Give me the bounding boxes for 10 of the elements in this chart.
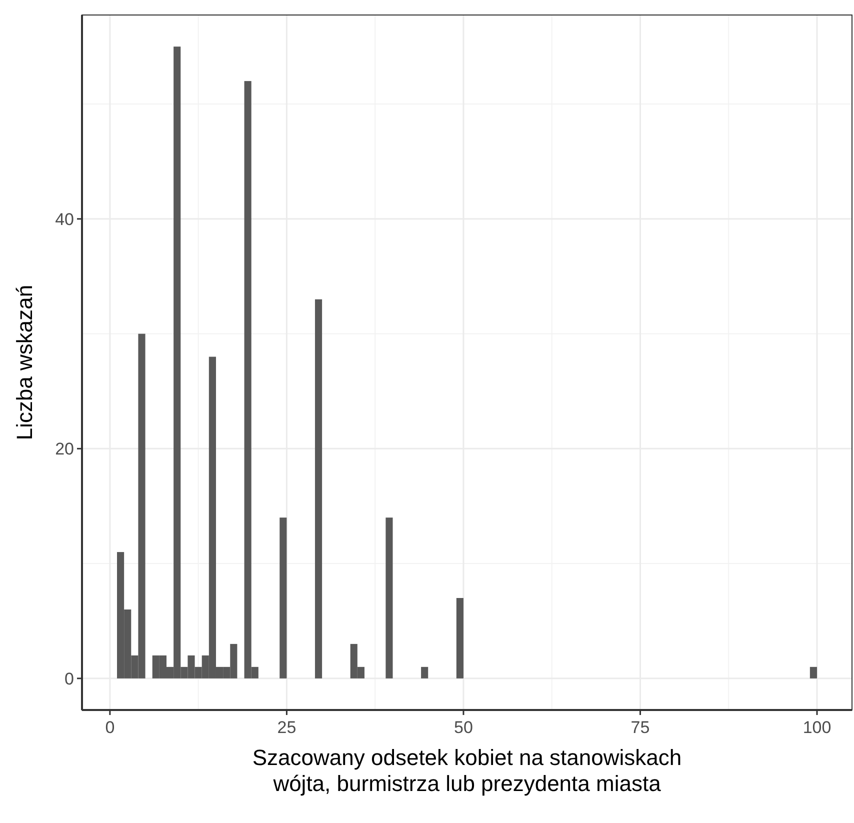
x-tick-label: 0 xyxy=(105,718,115,737)
x-axis-title: Szacowany odsetek kobiet na stanowiskach wójta, burmistrza lub prezydenta miasta xyxy=(252,745,682,796)
y-tick-label: 0 xyxy=(64,669,74,688)
y-axis-title: Liczba wskazań xyxy=(12,284,37,440)
y-tick-label: 40 xyxy=(55,210,74,229)
x-tick-label: 50 xyxy=(454,718,473,737)
x-tick-label: 25 xyxy=(277,718,296,737)
x-tick-label: 100 xyxy=(802,718,832,737)
x-tick-label: 75 xyxy=(630,718,650,737)
y-tick-label: 20 xyxy=(55,440,74,459)
